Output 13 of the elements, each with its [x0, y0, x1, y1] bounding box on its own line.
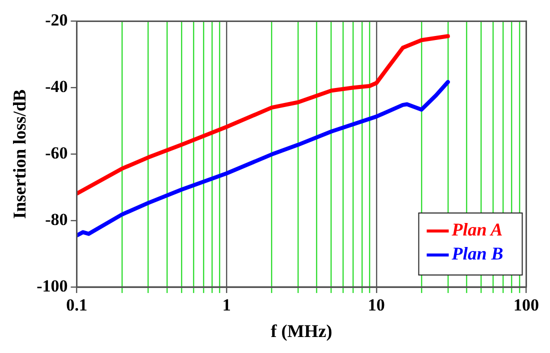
- y-tick-label: -80: [45, 210, 68, 229]
- y-tick-label: -40: [45, 77, 68, 96]
- x-tick-label: 10: [368, 296, 385, 315]
- x-tick-label: 0.1: [66, 296, 88, 315]
- x-tick-label: 100: [514, 296, 539, 315]
- x-tick-label: 1: [222, 296, 231, 315]
- x-axis-title: f (MHz): [270, 320, 332, 341]
- y-tick-label: -60: [45, 143, 68, 162]
- legend-label: Plan A: [450, 220, 503, 240]
- y-tick-label: -100: [36, 276, 68, 296]
- legend-label: Plan B: [450, 244, 504, 264]
- y-tick-label: -20: [45, 10, 68, 30]
- y-axis-title: Insertion loss/dB: [9, 89, 30, 219]
